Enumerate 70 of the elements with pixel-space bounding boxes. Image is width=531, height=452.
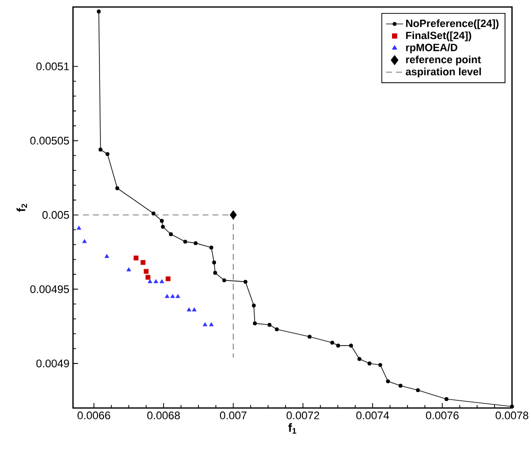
point: [98, 148, 102, 152]
point: [209, 246, 214, 250]
point: [96, 10, 101, 14]
y-tick-label: 0.0051: [36, 62, 69, 70]
point: [252, 304, 256, 308]
point: [213, 270, 218, 275]
point: [170, 294, 175, 298]
point: [268, 322, 272, 327]
point: [274, 327, 279, 332]
legend-label: NoPreference([24]): [406, 19, 498, 30]
point: [106, 152, 110, 156]
legend-label: FinalSet([24]): [406, 31, 472, 42]
point: [330, 340, 334, 345]
point: [244, 280, 248, 284]
x-tick-label: 0.0068: [147, 412, 180, 420]
x-tick-label: 0.0078: [496, 412, 528, 420]
point: [378, 362, 382, 367]
point: [349, 344, 353, 348]
point: [82, 239, 87, 244]
point: [115, 186, 120, 190]
point: [183, 240, 188, 244]
x-tick-label: 0.0072: [286, 412, 320, 420]
point: [368, 362, 372, 366]
point: [252, 321, 257, 326]
legend-label: reference point: [406, 56, 481, 66]
x-tick-label: 0.0066: [78, 412, 110, 420]
point: [134, 256, 138, 260]
legend-label: aspiration level: [406, 68, 481, 78]
point: [148, 279, 152, 284]
x-tick-label: 0.007: [220, 412, 246, 420]
point: [357, 357, 362, 361]
point: [202, 322, 208, 326]
y-axis-title: f$_{2}$: [16, 204, 28, 212]
point: [76, 226, 82, 230]
point: [186, 307, 192, 312]
point: [386, 379, 390, 384]
point: [194, 241, 198, 246]
point: [176, 294, 180, 298]
point: [209, 322, 214, 326]
point: [146, 274, 150, 280]
point: [444, 397, 448, 402]
point: [160, 279, 164, 284]
y-tick-label: 0.0049: [36, 360, 69, 368]
point: [222, 278, 226, 282]
point: [164, 294, 170, 298]
point: [154, 279, 158, 284]
legend-label: rpMOEA/D: [406, 44, 458, 54]
point: [336, 344, 340, 348]
point: [168, 232, 173, 236]
point: [308, 334, 312, 339]
y-tick-label: 0.005: [42, 211, 70, 219]
point: [152, 211, 156, 216]
y-tick-label: 0.00495: [30, 285, 70, 294]
point: [166, 276, 171, 282]
point: [230, 210, 237, 220]
point: [140, 260, 146, 265]
y-tick-label: 0.00505: [30, 136, 70, 145]
point: [212, 260, 216, 264]
point: [144, 268, 149, 274]
point: [398, 384, 402, 388]
point: [192, 307, 197, 312]
point: [104, 254, 110, 258]
point: [510, 404, 514, 408]
x-tick-label: 0.0076: [426, 412, 459, 420]
point: [160, 218, 164, 223]
point: [416, 388, 420, 392]
point: [160, 224, 165, 229]
point: [126, 267, 132, 272]
x-tick-label: 0.0074: [356, 412, 390, 420]
x-axis-title: f$_{1}$: [288, 423, 296, 434]
